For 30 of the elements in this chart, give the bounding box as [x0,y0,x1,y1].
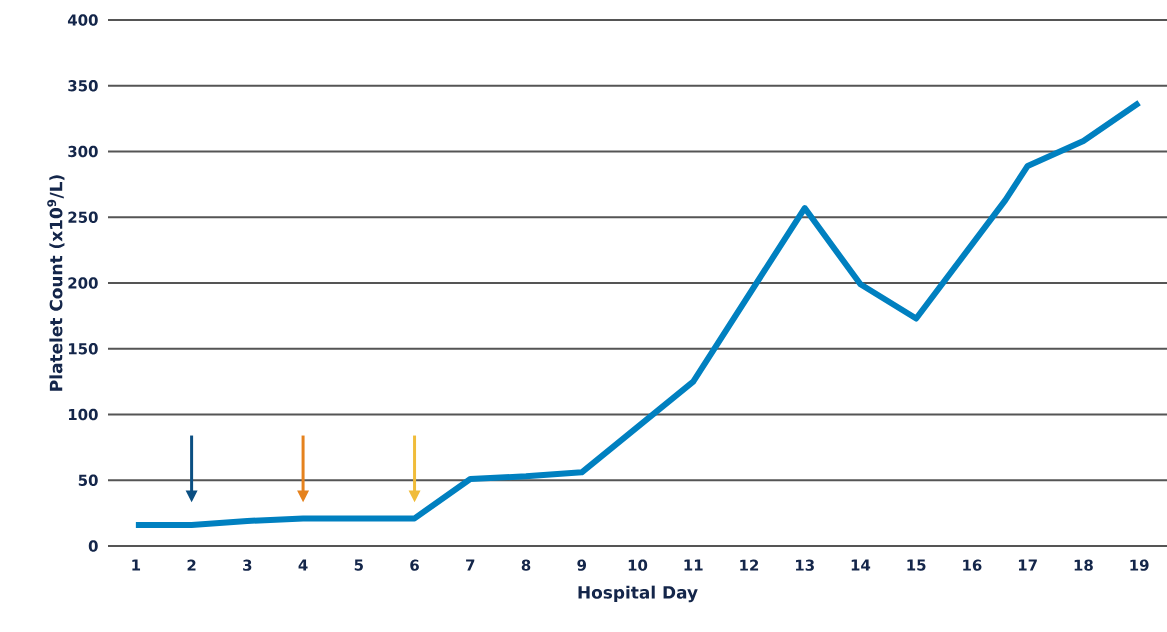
x-tick-label: 7 [466,559,475,571]
x-tick-label: 12 [740,559,759,571]
x-tick-label: 9 [577,559,586,571]
y-tick-label: 0 [88,540,98,552]
x-tick-label: 16 [963,559,982,571]
y-tick-label: 350 [68,80,98,92]
x-tick-label: 6 [410,559,419,571]
x-tick-label: 4 [298,559,308,571]
x-tick-label: 10 [628,559,648,571]
x-tick-label: 14 [851,559,871,571]
x-tick-label: 18 [1074,559,1093,571]
x-tick-label: 13 [796,559,814,571]
y-axis-title: Platelet Count (x10$^{9}$/L) [47,175,65,391]
x-tick-label: 15 [907,559,926,571]
x-tick-label: 8 [521,559,531,571]
x-tick-label: 19 [1130,559,1149,571]
y-tick-label: 150 [68,343,98,355]
y-tick-label: 50 [78,474,98,486]
x-axis-title: Hospital Day [578,585,698,603]
y-tick-label: 100 [68,408,98,421]
y-tick-label: 250 [68,211,98,223]
y-tick-label: 200 [68,277,98,289]
x-tick-label: 17 [1018,559,1037,571]
y-tick-label: 300 [68,145,98,158]
x-tick-label: 5 [354,559,363,571]
x-tick-label: 2 [187,559,196,571]
x-tick-label: 3 [243,559,252,571]
y-tick-label: 400 [67,14,98,26]
x-tick-label: 11 [684,559,703,571]
x-tick-label: 1 [132,559,141,571]
